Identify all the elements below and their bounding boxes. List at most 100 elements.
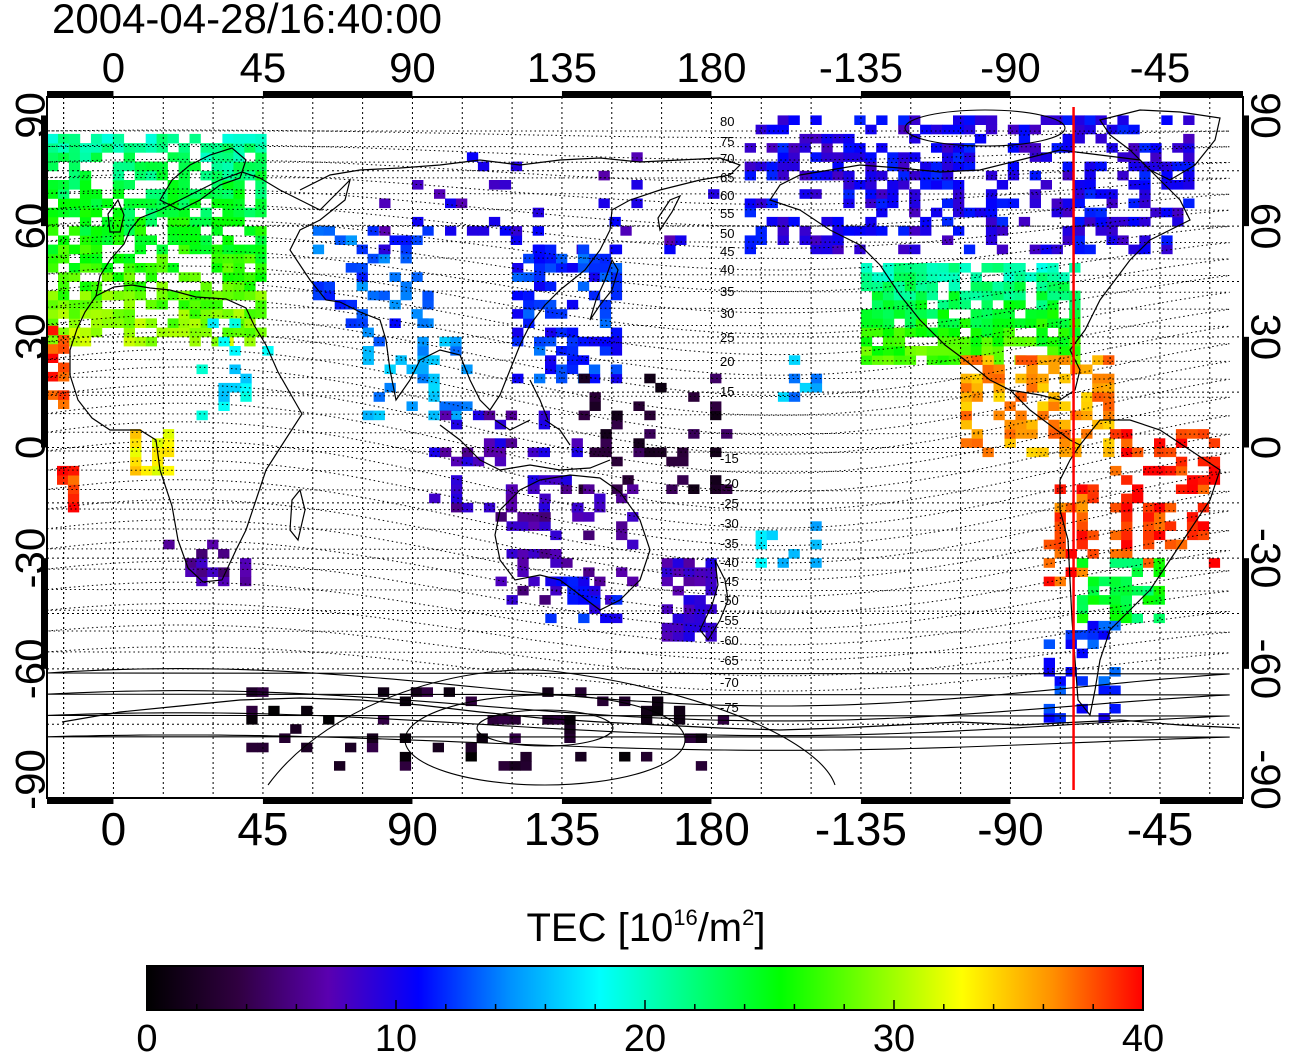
tec-cell [1121,539,1133,550]
tec-cell [196,549,208,559]
tec-cell [196,558,208,568]
tec-cell [578,410,590,421]
tec-cell [233,207,245,218]
tec-cell [1026,382,1038,393]
tec-cell [854,115,866,125]
tec-cell [959,336,971,347]
tec-cell [664,244,676,255]
tec-cell [1062,143,1074,153]
tec-cell [123,309,135,319]
tec-cell [1059,355,1071,365]
tec-cell [532,207,544,218]
tec-cell [985,198,998,209]
tec-cell [865,170,877,181]
tec-cell [189,336,201,347]
tec-cell [534,244,546,255]
tec-cell [167,226,179,236]
tec-cell [948,346,960,356]
tec-cell [705,632,717,642]
tec-cell [832,216,844,227]
tec-cell [79,309,92,319]
tec-cell [389,272,401,282]
tec-cell [1208,558,1221,568]
tec-cell [90,327,103,338]
tec-cell [1084,161,1096,172]
tec-cell [1043,703,1055,714]
tec-cell [1037,382,1049,393]
tec-cell [1087,595,1100,605]
tec-cell [1109,613,1122,624]
tec-cell [695,761,708,771]
tec-cell [130,447,142,458]
tec-cell [672,567,684,577]
contour-label: -30 [720,516,739,531]
tec-cell [661,622,673,633]
tec-cell [710,401,722,411]
tec-cell [189,290,201,301]
tec-cell [963,152,976,162]
tec-cell [90,198,103,209]
tec-cell [268,705,280,716]
tec-cell [47,161,59,172]
tec-cell [1121,549,1133,559]
tec-cell [211,244,223,255]
tec-cell [512,263,524,273]
tec-cell [123,299,135,310]
tec-cell [1121,493,1133,504]
tec-cell [843,198,855,209]
tec-cell [661,576,673,587]
tec-cell [421,687,433,697]
tec-cell [47,309,59,319]
tec-cell [1132,447,1144,458]
tec-cell [1048,429,1060,439]
tec-cell [47,226,59,236]
tec-cell [523,272,535,282]
lat-tick-label-right: -30 [1243,528,1290,589]
tec-cell [832,244,844,255]
tec-cell [189,216,201,227]
tec-cell [301,742,313,753]
contour-label: 80 [720,114,734,129]
tec-cell [412,216,424,227]
tec-cell [545,253,557,264]
lat-tick-label-left: 90 [7,92,54,139]
tec-cell [178,198,190,209]
tec-cell [1014,272,1026,282]
tec-cell [494,438,507,448]
tec-cell [893,309,906,319]
tec-cell [1076,595,1089,605]
tec-cell [799,235,811,245]
tec-cell [189,198,201,209]
coastline-greenland [1099,109,1221,181]
tec-cell [904,346,917,356]
tec-cell [1087,630,1099,640]
tec-cell [788,373,801,384]
tec-cell [1048,419,1060,430]
tec-cell [1076,502,1088,513]
tec-cell [417,346,429,356]
tec-cell [904,355,917,365]
tec-cell [810,152,822,162]
tec-cell [218,336,230,347]
tec-cell [600,613,612,624]
tec-cell [412,180,424,190]
tec-cell [512,373,524,384]
tec-cell [688,429,700,439]
tec-cell [461,401,473,411]
tec-cell [1058,318,1070,328]
tec-cell [244,309,256,319]
tec-cell [1150,152,1162,162]
tec-cell [178,272,190,282]
tec-cell [1150,143,1162,153]
tec-cell [1103,419,1115,430]
tec-cell [483,410,496,421]
tec-cell [641,751,653,762]
tec-cell [400,281,412,292]
tec-cell [58,290,70,301]
tec-cell [1098,685,1110,696]
tec-cell [1161,115,1173,125]
tec-cell [909,133,921,144]
tec-cell [992,263,1004,273]
tec-cell [619,751,631,762]
tec-cell [882,299,895,310]
